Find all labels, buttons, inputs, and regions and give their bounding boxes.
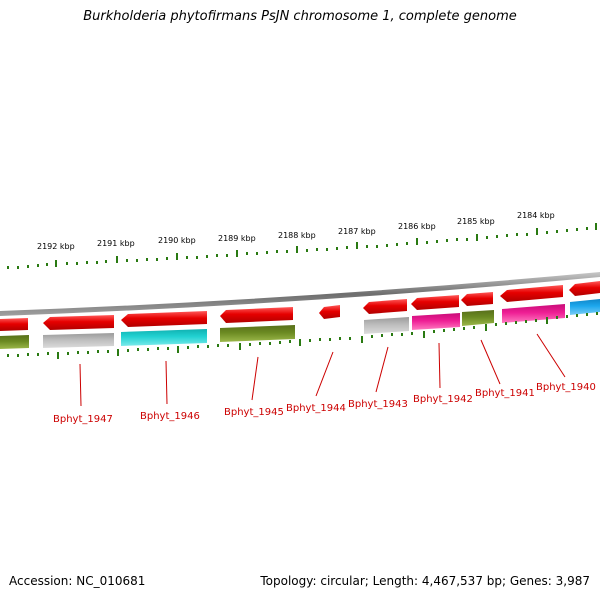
- kbp-label: 2185 kbp: [457, 217, 495, 226]
- gene-arrow[interactable]: [363, 299, 407, 314]
- gene-arrow[interactable]: [220, 307, 293, 323]
- accession-text: Accession: NC_010681: [9, 574, 146, 588]
- category-box[interactable]: [462, 310, 494, 326]
- kbp-label: 2184 kbp: [517, 211, 555, 220]
- chromosome-backbone: [0, 272, 600, 316]
- gene-label[interactable]: Bphyt_1946: [140, 411, 200, 422]
- gene-label[interactable]: Bphyt_1941: [475, 388, 535, 399]
- kbp-label: 2187 kbp: [338, 227, 376, 236]
- gene-label[interactable]: Bphyt_1942: [413, 394, 473, 405]
- category-box[interactable]: [121, 329, 207, 346]
- category-box[interactable]: [220, 325, 295, 342]
- gene-arrow[interactable]: [411, 295, 459, 310]
- gene-arrow[interactable]: [569, 281, 600, 296]
- category-strand: [0, 299, 600, 349]
- gene-arrow[interactable]: [319, 305, 340, 319]
- gene-arrow[interactable]: [121, 311, 207, 327]
- category-box[interactable]: [412, 313, 460, 330]
- category-box[interactable]: [0, 335, 29, 349]
- category-box[interactable]: [364, 317, 409, 334]
- kbp-label: 2190 kbp: [158, 236, 196, 245]
- gene-label[interactable]: Bphyt_1944: [286, 403, 346, 414]
- gene-label-group: Bphyt_1947 Bphyt_1946 Bphyt_1945 Bphyt_1…: [53, 382, 596, 425]
- genome-summary-text: Topology: circular; Length: 4,467,537 bp…: [260, 574, 590, 588]
- gene-arrow[interactable]: [461, 292, 493, 306]
- gene-arrow[interactable]: [43, 315, 114, 330]
- gene-label[interactable]: Bphyt_1945: [224, 407, 284, 418]
- kbp-label-group: 2192 kbp 2191 kbp 2190 kbp 2189 kbp 2188…: [37, 211, 555, 251]
- kbp-label: 2189 kbp: [218, 234, 256, 243]
- category-box[interactable]: [43, 333, 114, 348]
- inner-tick-row: [7, 312, 598, 359]
- gene-label[interactable]: Bphyt_1947: [53, 414, 113, 425]
- gene-label[interactable]: Bphyt_1943: [348, 399, 408, 410]
- outer-tick-row: [7, 223, 597, 269]
- gene-arrow[interactable]: [0, 318, 28, 331]
- kbp-label: 2191 kbp: [97, 239, 135, 248]
- map-title: Burkholderia phytofirmans PsJN chromosom…: [83, 9, 517, 24]
- kbp-label: 2192 kbp: [37, 242, 75, 251]
- category-box[interactable]: [502, 304, 565, 323]
- gene-label[interactable]: Bphyt_1940: [536, 382, 596, 393]
- kbp-label: 2186 kbp: [398, 222, 436, 231]
- category-box[interactable]: [570, 299, 600, 315]
- leader-lines: [79, 333, 566, 407]
- kbp-label: 2188 kbp: [278, 231, 316, 240]
- gene-arrow[interactable]: [500, 285, 563, 302]
- forward-strand-genes: [0, 281, 600, 331]
